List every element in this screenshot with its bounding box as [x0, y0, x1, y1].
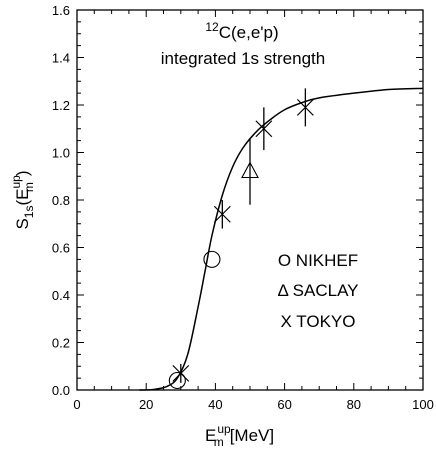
legend-nikhef: O NIKHEF	[278, 251, 358, 270]
nikhef-point	[168, 371, 186, 390]
x-tick-label: 100	[412, 397, 434, 412]
y-axis-label: S1s(Eupm)	[9, 170, 36, 229]
y-tick-label: 0.4	[52, 288, 70, 303]
nikhef-point	[203, 250, 221, 268]
x-tick-label: 0	[73, 397, 80, 412]
legend-saclay: Δ SACLAY	[278, 281, 359, 300]
tokyo-point	[296, 98, 314, 116]
data-markers	[168, 88, 314, 390]
axis-ticks	[76, 9, 424, 391]
fit-curve	[139, 87, 424, 391]
tokyo-point	[255, 120, 273, 138]
x-tick-label: 20	[139, 397, 153, 412]
y-tick-label: 1.0	[52, 146, 70, 161]
y-tick-label: 0.6	[52, 241, 70, 256]
legend-tokyo: X TOKYO	[281, 312, 356, 331]
y-tick-label: 1.6	[52, 3, 70, 18]
y-tick-label: 1.4	[52, 51, 70, 66]
x-axis-label: Eup m [MeV]	[205, 422, 274, 449]
tick-labels: 0 20 40 60 80 100 0.0 0.2 0.4 0.6 0.8 1.0 1.2 1.4 1.6	[52, 3, 434, 412]
y-tick-label: 0.2	[52, 336, 70, 351]
tokyo-point	[213, 205, 231, 223]
x-tick-label: 60	[277, 397, 291, 412]
x-tick-label: 40	[208, 397, 222, 412]
y-tick-label: 1.2	[52, 98, 70, 113]
tokyo-point	[172, 364, 190, 382]
y-tick-label: 0.8	[52, 193, 70, 208]
chart-subtitle: integrated 1s strength	[161, 49, 325, 68]
y-tick-label: 0.0	[52, 383, 70, 398]
x-tick-label: 80	[347, 397, 361, 412]
saclay-point	[241, 161, 259, 179]
chart-title: 12C(e,e'p)	[205, 20, 278, 42]
